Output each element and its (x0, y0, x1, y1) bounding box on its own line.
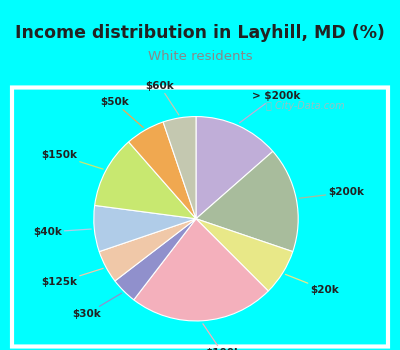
Text: White residents: White residents (148, 50, 252, 63)
Text: $60k: $60k (145, 80, 179, 115)
Wedge shape (196, 117, 273, 219)
Wedge shape (94, 205, 196, 252)
Text: $125k: $125k (41, 268, 103, 287)
Wedge shape (134, 219, 268, 321)
Wedge shape (163, 117, 196, 219)
Text: > $200k: > $200k (240, 91, 300, 123)
Text: $30k: $30k (72, 293, 122, 319)
Wedge shape (129, 122, 196, 219)
Text: $40k: $40k (33, 227, 91, 237)
Wedge shape (99, 219, 196, 281)
Text: $200k: $200k (299, 188, 364, 198)
Text: $100k: $100k (203, 324, 241, 350)
Wedge shape (95, 142, 196, 219)
Wedge shape (196, 151, 298, 252)
Text: $150k: $150k (41, 150, 103, 169)
Text: $20k: $20k (285, 274, 339, 295)
Wedge shape (196, 219, 293, 291)
Wedge shape (115, 219, 196, 300)
Text: $50k: $50k (100, 97, 143, 128)
Text: Income distribution in Layhill, MD (%): Income distribution in Layhill, MD (%) (15, 24, 385, 42)
Text: ⓘ City-Data.com: ⓘ City-Data.com (266, 101, 344, 111)
